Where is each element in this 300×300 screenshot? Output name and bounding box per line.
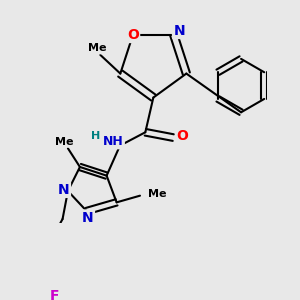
Text: N: N [82, 211, 94, 225]
Text: O: O [176, 129, 188, 143]
Text: N: N [58, 183, 70, 197]
Text: Me: Me [88, 43, 106, 53]
Text: Me: Me [55, 136, 74, 147]
Text: NH: NH [103, 135, 124, 148]
Text: F: F [50, 290, 59, 300]
Text: N: N [173, 24, 185, 38]
Text: Me: Me [148, 189, 167, 199]
Text: H: H [91, 131, 101, 141]
Text: O: O [127, 28, 139, 42]
